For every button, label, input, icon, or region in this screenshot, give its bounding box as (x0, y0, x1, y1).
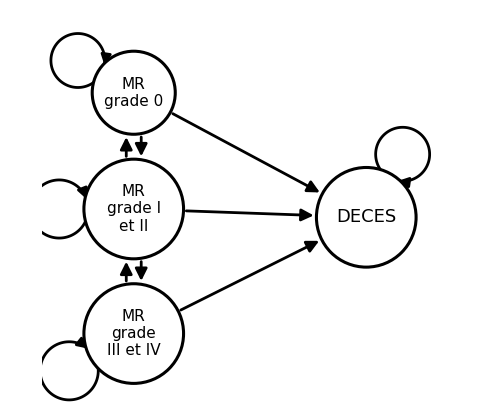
Text: MR
grade 0: MR grade 0 (104, 76, 164, 109)
Text: DECES: DECES (336, 208, 396, 226)
Circle shape (84, 284, 184, 383)
Circle shape (316, 168, 416, 267)
Text: MR
grade I
et II: MR grade I et II (106, 184, 161, 234)
Circle shape (84, 159, 184, 259)
Circle shape (92, 51, 176, 134)
Text: MR
grade
III et IV: MR grade III et IV (107, 308, 160, 359)
